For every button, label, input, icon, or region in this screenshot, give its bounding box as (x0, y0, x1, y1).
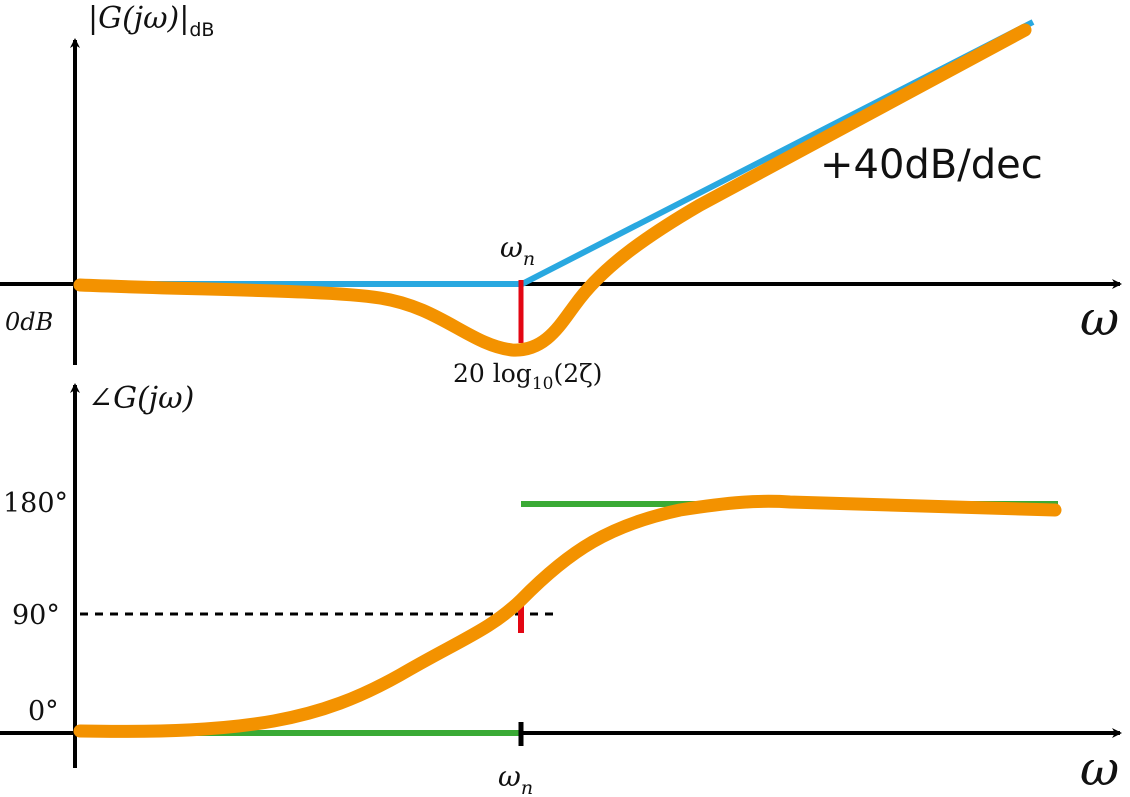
phase-y-label: ∠G(jω) (88, 381, 194, 416)
phase-tick-0: 0° (28, 696, 59, 727)
phase-x-label: ω (1080, 741, 1119, 797)
magnitude-y-label: |G(jω)|dB (88, 1, 214, 41)
phase-curve (73, 494, 1062, 738)
magnitude-curve (73, 23, 1032, 357)
phase-tick-90: 90° (12, 600, 60, 631)
corner-frequency-label: ωn (500, 231, 535, 270)
phase-tick-180: 180° (3, 488, 68, 519)
dip-label: 20 log10(2ζ) (453, 359, 602, 394)
zero-db-label: 0dB (5, 308, 53, 336)
magnitude-plot: |G(jω)|dB 0dB ω ωn +40dB/dec 20 log10(2ζ… (0, 1, 1122, 394)
magnitude-x-label: ω (1080, 291, 1119, 347)
phase-corner-frequency-label: ωn (498, 760, 533, 797)
phase-plot: ∠G(jω) 180° 90° 0° ω ωn (0, 381, 1122, 797)
slope-label: +40dB/dec (820, 142, 1043, 188)
